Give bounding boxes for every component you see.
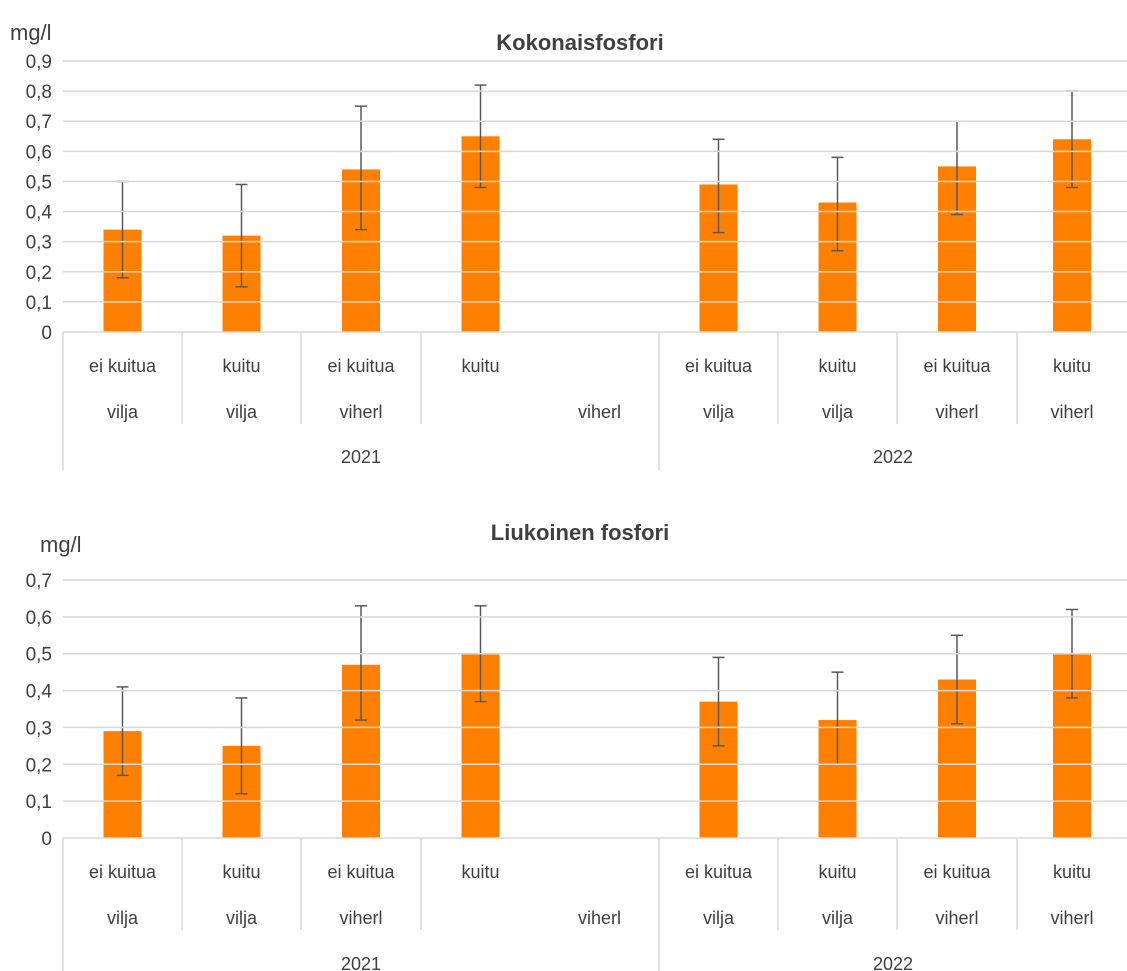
x-category-label: ei kuitua [923,862,991,882]
y-tick-label: 0,1 [26,293,52,314]
y-tick-label: 0,3 [26,718,52,739]
x-subcategory-label: viherl [339,908,382,928]
x-subcategory-label: viherl [935,402,978,422]
y-tick-label: 0 [41,829,52,850]
x-subcategory-label: vilja [226,908,258,928]
x-category-label: ei kuitua [89,356,157,376]
x-subcategory-label: viherl [1050,402,1093,422]
chart-title: Kokonaisfosfori [496,30,663,55]
x-category-label: ei kuitua [685,356,753,376]
x-category-label: kuitu [1053,356,1091,376]
x-group-label: 2021 [341,447,381,467]
x-subcategory-label: vilja [822,908,854,928]
x-subcategory-label: vilja [703,402,735,422]
x-category-label: ei kuitua [685,862,753,882]
y-tick-label: 0,7 [26,571,52,592]
y-axis-unit-label: mg/l [10,20,52,45]
x-subcategory-label: viherl [935,908,978,928]
x-category-label: kuitu [818,356,856,376]
y-tick-label: 0,2 [26,263,52,284]
chart-2 [103,605,1091,838]
x-subcategory-label: viherl [578,908,621,928]
x-category-label: ei kuitua [923,356,991,376]
y-tick-label: 0,7 [26,112,52,133]
y-tick-label: 0,6 [26,142,52,163]
y-tick-label: 0 [41,323,52,344]
x-subcategory-label: vilja [226,402,258,422]
y-tick-label: 0,3 [26,233,52,254]
x-subcategory-label: vilja [703,908,735,928]
y-tick-label: 0,9 [26,52,52,73]
x-subcategory-label: vilja [107,908,139,928]
x-subcategory-label: viherl [1050,908,1093,928]
x-category-label: kuitu [1053,862,1091,882]
x-subcategory-label: vilja [107,402,139,422]
y-tick-label: 0,4 [26,682,53,703]
x-group-label: 2021 [341,954,381,971]
x-category-label: kuitu [222,862,260,882]
chart-1 [103,84,1091,332]
y-tick-label: 0,2 [26,755,52,776]
x-group-label: 2022 [873,954,913,971]
x-category-label: ei kuitua [89,862,157,882]
y-tick-label: 0,1 [26,792,52,813]
x-category-label: kuitu [222,356,260,376]
y-axis-unit-label: mg/l [40,532,82,557]
x-category-label: ei kuitua [327,356,395,376]
chart-title: Liukoinen fosfori [491,520,669,545]
y-tick-label: 0,5 [26,645,52,666]
y-tick-label: 0,4 [26,203,53,224]
x-category-label: ei kuitua [327,862,395,882]
x-category-label: kuitu [461,862,499,882]
x-subcategory-label: viherl [578,402,621,422]
x-group-label: 2022 [873,447,913,467]
x-category-label: kuitu [461,356,499,376]
y-tick-label: 0,6 [26,608,52,629]
x-subcategory-label: viherl [339,402,382,422]
y-tick-label: 0,8 [26,82,52,103]
x-category-label: kuitu [818,862,856,882]
x-subcategory-label: vilja [822,402,854,422]
y-tick-label: 0,5 [26,172,52,193]
